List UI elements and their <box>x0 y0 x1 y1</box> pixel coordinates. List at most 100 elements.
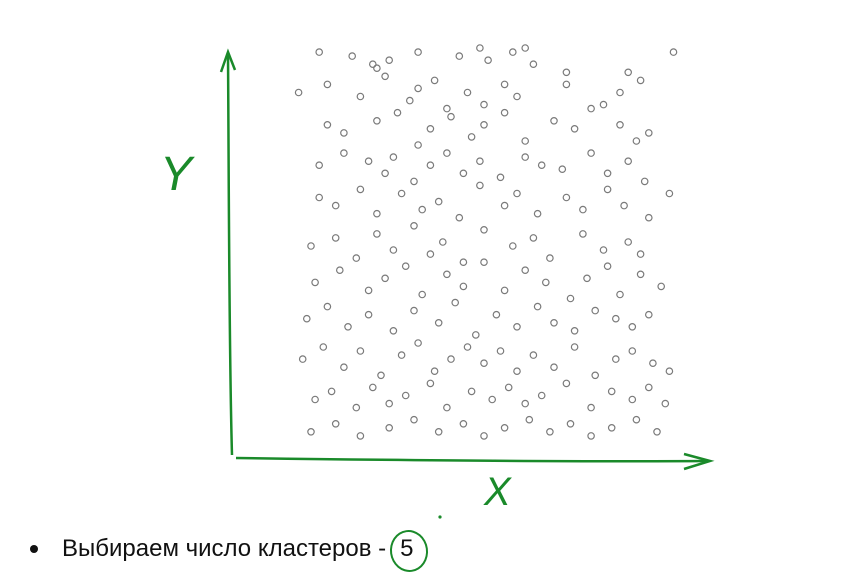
scatter-point <box>368 383 377 392</box>
scatter-point <box>414 48 422 56</box>
scatter-point <box>356 347 365 355</box>
scatter-point <box>397 351 406 359</box>
scatter-point <box>471 331 480 339</box>
scatter-point <box>418 290 427 299</box>
scatter-point <box>480 121 488 129</box>
scatter-point <box>443 104 451 113</box>
scatter-point <box>463 343 472 351</box>
scatter-point <box>533 302 542 311</box>
scatter-point <box>463 88 472 97</box>
scatter-point <box>496 347 505 355</box>
scatter-point <box>373 230 381 238</box>
cluster-count: 5 <box>387 527 431 575</box>
scatter-point <box>558 165 567 174</box>
scatter-point <box>315 193 324 202</box>
scatter-point <box>521 137 530 145</box>
scatter-point <box>624 157 633 166</box>
scatter-point <box>352 254 361 262</box>
scatter-point <box>579 205 587 214</box>
scatter-point <box>434 318 443 327</box>
scatter-point <box>644 383 653 392</box>
scatter-point <box>611 355 620 363</box>
scatter-point <box>385 423 394 432</box>
x-axis-label: X <box>483 470 512 514</box>
scatter-point <box>414 84 422 93</box>
scatter-point <box>426 161 435 170</box>
scatter-point <box>624 238 633 246</box>
scatter-point <box>607 423 616 432</box>
scatter-point <box>570 326 579 335</box>
scatter-point <box>562 80 571 89</box>
scatter-point <box>401 391 410 400</box>
scatter-point <box>393 108 402 117</box>
scatter-point <box>525 415 534 424</box>
scatter-point <box>480 226 488 234</box>
scatter-point <box>504 383 513 392</box>
scatter-point <box>513 322 521 331</box>
circle-mark-icon <box>387 527 431 575</box>
scatter-point <box>315 48 324 56</box>
scatter-point <box>348 52 357 60</box>
scatter-point <box>579 230 587 238</box>
scatter-point <box>500 286 509 295</box>
scatter-point <box>562 68 571 77</box>
scatter-point <box>364 286 373 295</box>
scatter-point <box>414 141 422 149</box>
scatter-point <box>500 423 509 432</box>
scatter-point <box>340 129 348 137</box>
scatter-point <box>476 181 484 190</box>
scatter-point <box>562 193 571 202</box>
scatter-point <box>381 274 389 283</box>
scatter-point <box>537 391 546 400</box>
scatter-point <box>373 64 381 73</box>
scatter-point <box>467 133 476 141</box>
scatter-point <box>459 169 468 178</box>
scatter-point <box>410 306 418 315</box>
scatter-point <box>628 322 637 331</box>
scatter-point <box>455 213 464 222</box>
scatter-point <box>521 44 530 52</box>
scatter-point <box>410 222 418 230</box>
scatter-point <box>653 427 661 436</box>
scatter-point <box>381 169 389 178</box>
scatter-point <box>603 185 612 194</box>
scatter-point <box>459 419 468 428</box>
scatter-plot: Y X <box>160 44 715 519</box>
scatter-point <box>459 258 468 267</box>
scatter-point <box>315 161 324 170</box>
scatter-point <box>500 108 509 117</box>
scatter-point <box>323 80 332 89</box>
scatter-point <box>455 52 464 60</box>
scatter-point <box>459 282 468 291</box>
scatter-point <box>508 242 517 250</box>
scatter-point <box>364 310 373 319</box>
scatter-point <box>323 302 332 311</box>
scatter-point <box>603 169 612 178</box>
scatter-point <box>566 294 575 303</box>
scatter-point <box>389 153 398 161</box>
scatter-point <box>401 262 410 271</box>
scatter-points <box>294 44 678 440</box>
scatter-point <box>467 387 476 396</box>
scatter-point <box>599 246 608 254</box>
scatter-point <box>368 60 377 68</box>
scatter-point <box>583 274 591 283</box>
scatter-point <box>327 387 336 396</box>
scatter-point <box>603 262 612 271</box>
scatter-point <box>426 125 435 133</box>
scatter-point <box>550 117 558 125</box>
scatter-point <box>476 44 484 52</box>
scatter-point <box>323 121 332 129</box>
scatter-point <box>649 359 657 368</box>
scatter-point <box>537 161 546 170</box>
scatter-point <box>570 343 579 351</box>
scatter-point <box>665 189 674 198</box>
scatter-point <box>566 419 575 428</box>
scatter-point <box>541 278 550 287</box>
scatter-point <box>550 363 558 372</box>
scatter-point <box>513 189 521 198</box>
scatter-point <box>356 432 365 440</box>
scatter-point <box>410 415 418 424</box>
y-axis-label: Y <box>160 148 195 201</box>
scatter-point <box>331 201 340 210</box>
